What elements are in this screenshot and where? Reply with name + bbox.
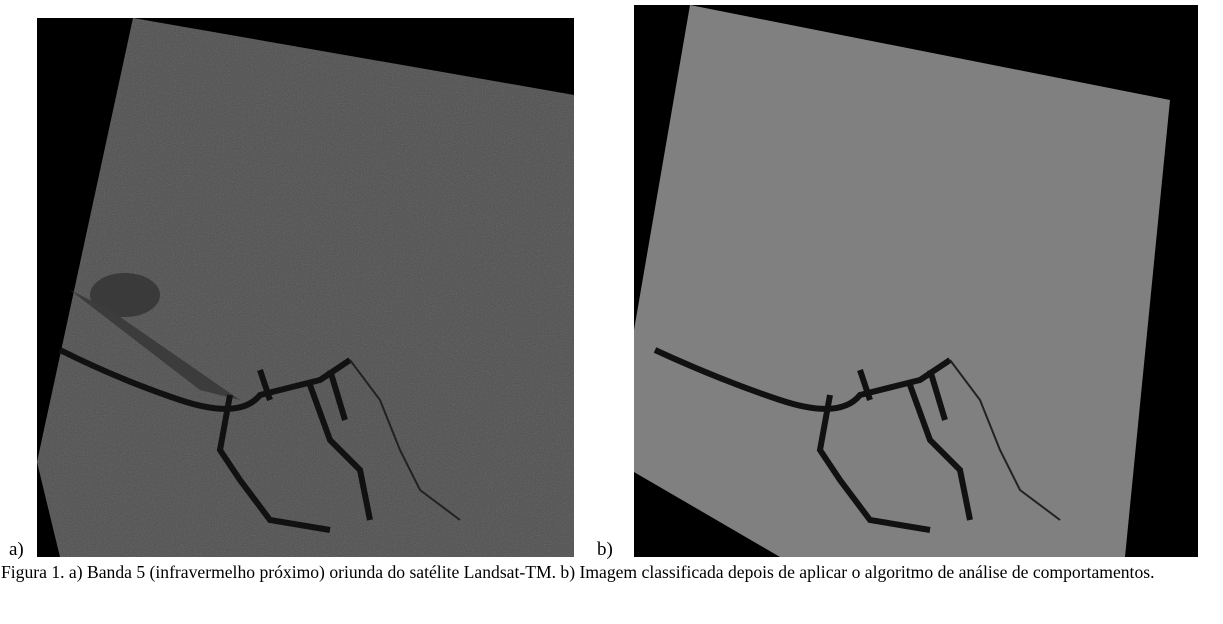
panel-a-image: a) (9, 18, 580, 560)
panel-label: a) (9, 539, 24, 560)
panel-label: b) (597, 539, 613, 560)
figure-caption: Figura 1. a) Banda 5 (infravermelho próx… (1, 562, 1219, 583)
page: a) b) Figura 1. a) Banda 5 (infravermelh… (0, 0, 1223, 624)
figure: a) b) (0, 0, 1223, 560)
panel-b-image: b) (597, 5, 1198, 560)
